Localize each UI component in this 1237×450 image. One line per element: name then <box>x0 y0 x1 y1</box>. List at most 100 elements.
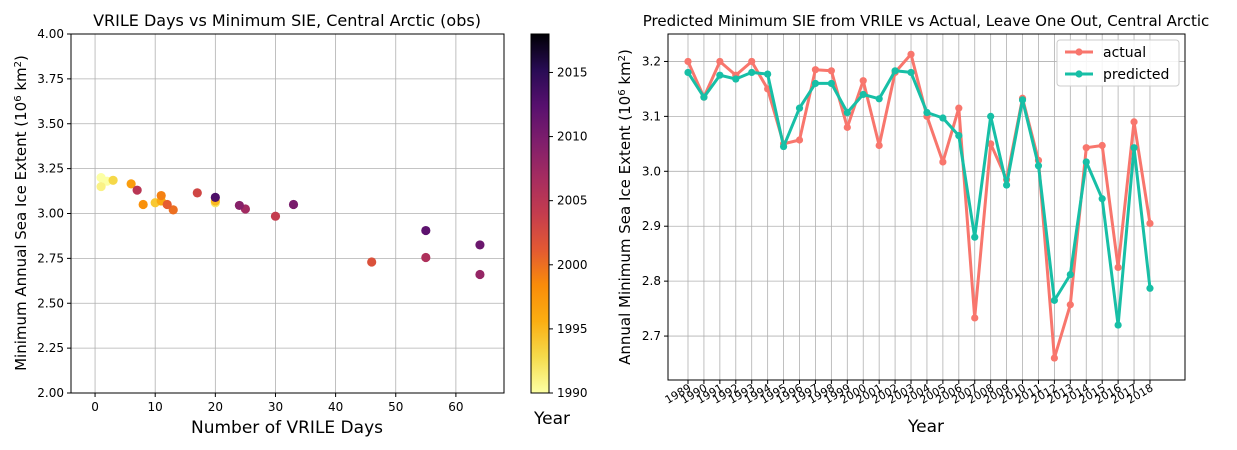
scatter-chart: VRILE Days vs Minimum SIE, Central Arcti… <box>12 11 588 438</box>
x-axis-ticks: 1989199019911992199319941995199619971998… <box>663 380 1155 407</box>
series-actual <box>684 50 1154 362</box>
x-tick-label: 60 <box>448 400 463 414</box>
series-point-predicted <box>748 68 756 77</box>
series-point-predicted <box>859 90 867 99</box>
y-axis-label-unit: km <box>616 61 634 89</box>
y-tick-label: 3.1 <box>642 109 661 123</box>
y-tick-label: 2.7 <box>642 329 661 343</box>
series-point-actual <box>748 57 756 66</box>
series-point-predicted <box>843 108 851 117</box>
series-point-actual <box>1130 118 1138 126</box>
x-tick-label: 0 <box>91 400 99 414</box>
series-point-actual <box>1066 301 1074 309</box>
colorbar <box>530 33 550 394</box>
series-point-predicted <box>827 79 835 88</box>
y-tick-label: 2.25 <box>37 341 64 355</box>
legend-marker <box>1075 70 1083 78</box>
scatter-point <box>421 225 431 236</box>
series-point-predicted <box>955 132 963 140</box>
scatter-point <box>132 185 142 195</box>
series-point-predicted <box>1098 195 1106 203</box>
series-point-predicted <box>1003 181 1011 189</box>
series-point-actual <box>1050 354 1058 362</box>
series-point-actual <box>987 140 995 148</box>
series-point-predicted <box>971 233 979 241</box>
x-axis-label: Number of VRILE Days <box>191 418 383 438</box>
series-point-predicted <box>764 70 772 78</box>
y-tick-label: 3.0 <box>642 164 661 178</box>
series-point-predicted <box>1130 144 1138 152</box>
series-point-predicted <box>891 67 899 75</box>
colorbar-tick-label: 2000 <box>557 258 588 272</box>
scatter-point <box>234 200 244 211</box>
legend-label: actual <box>1103 45 1146 61</box>
y-tick-label: 3.75 <box>37 72 64 86</box>
series-point-actual <box>684 57 692 66</box>
x-axis-ticks: 0 10 20 30 40 50 60 <box>91 393 464 414</box>
scatter-point <box>156 190 166 201</box>
series-point-predicted <box>939 114 947 122</box>
series-point-predicted <box>716 71 724 79</box>
y-axis-label: Minimum Annual Sea Ice Extent (106 km2) <box>12 55 30 371</box>
series-point-actual <box>955 104 963 112</box>
scatter-point <box>475 240 485 250</box>
y-tick-label: 3.25 <box>37 162 64 176</box>
series-point-predicted <box>1050 296 1058 304</box>
y-axis-ticks: 2.00 2.25 2.50 2.75 3.00 3.25 3.50 3.75 4.00 <box>37 27 71 400</box>
colorbar-label: Year <box>533 409 570 429</box>
series-point-predicted <box>1034 162 1043 170</box>
scatter-point <box>108 175 118 185</box>
scatter-point <box>168 205 178 215</box>
series-point-predicted <box>987 112 995 120</box>
colorbar-tick-label: 1995 <box>557 322 588 336</box>
scatter-point <box>367 257 377 267</box>
colorbar-tick-label: 2005 <box>557 194 588 208</box>
scatter-point <box>96 181 106 192</box>
y-axis-label-end: ) <box>616 49 634 55</box>
series-point-predicted <box>1114 321 1122 329</box>
scatter-point <box>126 179 136 189</box>
colorbar-tick-label: 2015 <box>557 65 588 79</box>
x-tick-label: 30 <box>268 400 283 414</box>
y-axis-label-unit-exponent: 2 <box>13 61 24 67</box>
colorbar-tick-label: 1990 <box>557 386 588 400</box>
series-point-predicted <box>1146 284 1154 292</box>
scatter-point <box>162 199 172 210</box>
y-axis-label-exponent: 6 <box>617 89 628 95</box>
series-point-actual <box>907 50 915 58</box>
gridlines <box>71 33 504 394</box>
scatter-point <box>288 199 299 210</box>
scatter-point <box>270 211 281 221</box>
series-point-predicted <box>811 79 820 88</box>
series-point-predicted <box>700 93 708 101</box>
series-point-actual <box>827 67 835 75</box>
series-point-predicted <box>1082 158 1090 166</box>
series-line-predicted <box>686 69 1152 327</box>
y-axis-label-exponent: 6 <box>13 95 24 101</box>
chart-title: Predicted Minimum SIE from VRILE vs Actu… <box>643 12 1209 30</box>
y-tick-label: 3.50 <box>37 117 64 131</box>
colorbar-ticks: 1990 1995 2000 2005 2010 2015 <box>549 65 588 400</box>
scatter-point <box>210 192 220 202</box>
series-point-actual <box>1114 263 1122 272</box>
y-axis-ticks: 2.7 2.8 2.9 3.0 3.1 3.2 <box>642 54 668 343</box>
series-point-predicted <box>1018 96 1027 104</box>
colorbar-tick-label: 2010 <box>557 130 588 144</box>
scatter-point <box>475 269 485 280</box>
series-point-actual <box>843 123 851 131</box>
series-point-predicted <box>795 104 804 112</box>
y-tick-label: 2.75 <box>37 251 64 265</box>
y-tick-label: 2.8 <box>642 274 661 288</box>
scatter-point <box>421 252 431 263</box>
series-point-predicted <box>907 68 915 77</box>
x-axis-label: Year <box>907 417 944 437</box>
series-point-predicted <box>779 142 788 151</box>
legend: actual predicted <box>1056 39 1180 87</box>
y-tick-label: 2.00 <box>37 386 64 400</box>
line-chart: Predicted Minimum SIE from VRILE vs Actu… <box>616 12 1209 437</box>
chart-title: VRILE Days vs Minimum SIE, Central Arcti… <box>93 11 481 30</box>
series-point-actual <box>1146 219 1154 228</box>
series-point-actual <box>811 66 820 74</box>
y-axis-label: Annual Minimum Sea Ice Extent (106 km2) <box>616 49 634 365</box>
